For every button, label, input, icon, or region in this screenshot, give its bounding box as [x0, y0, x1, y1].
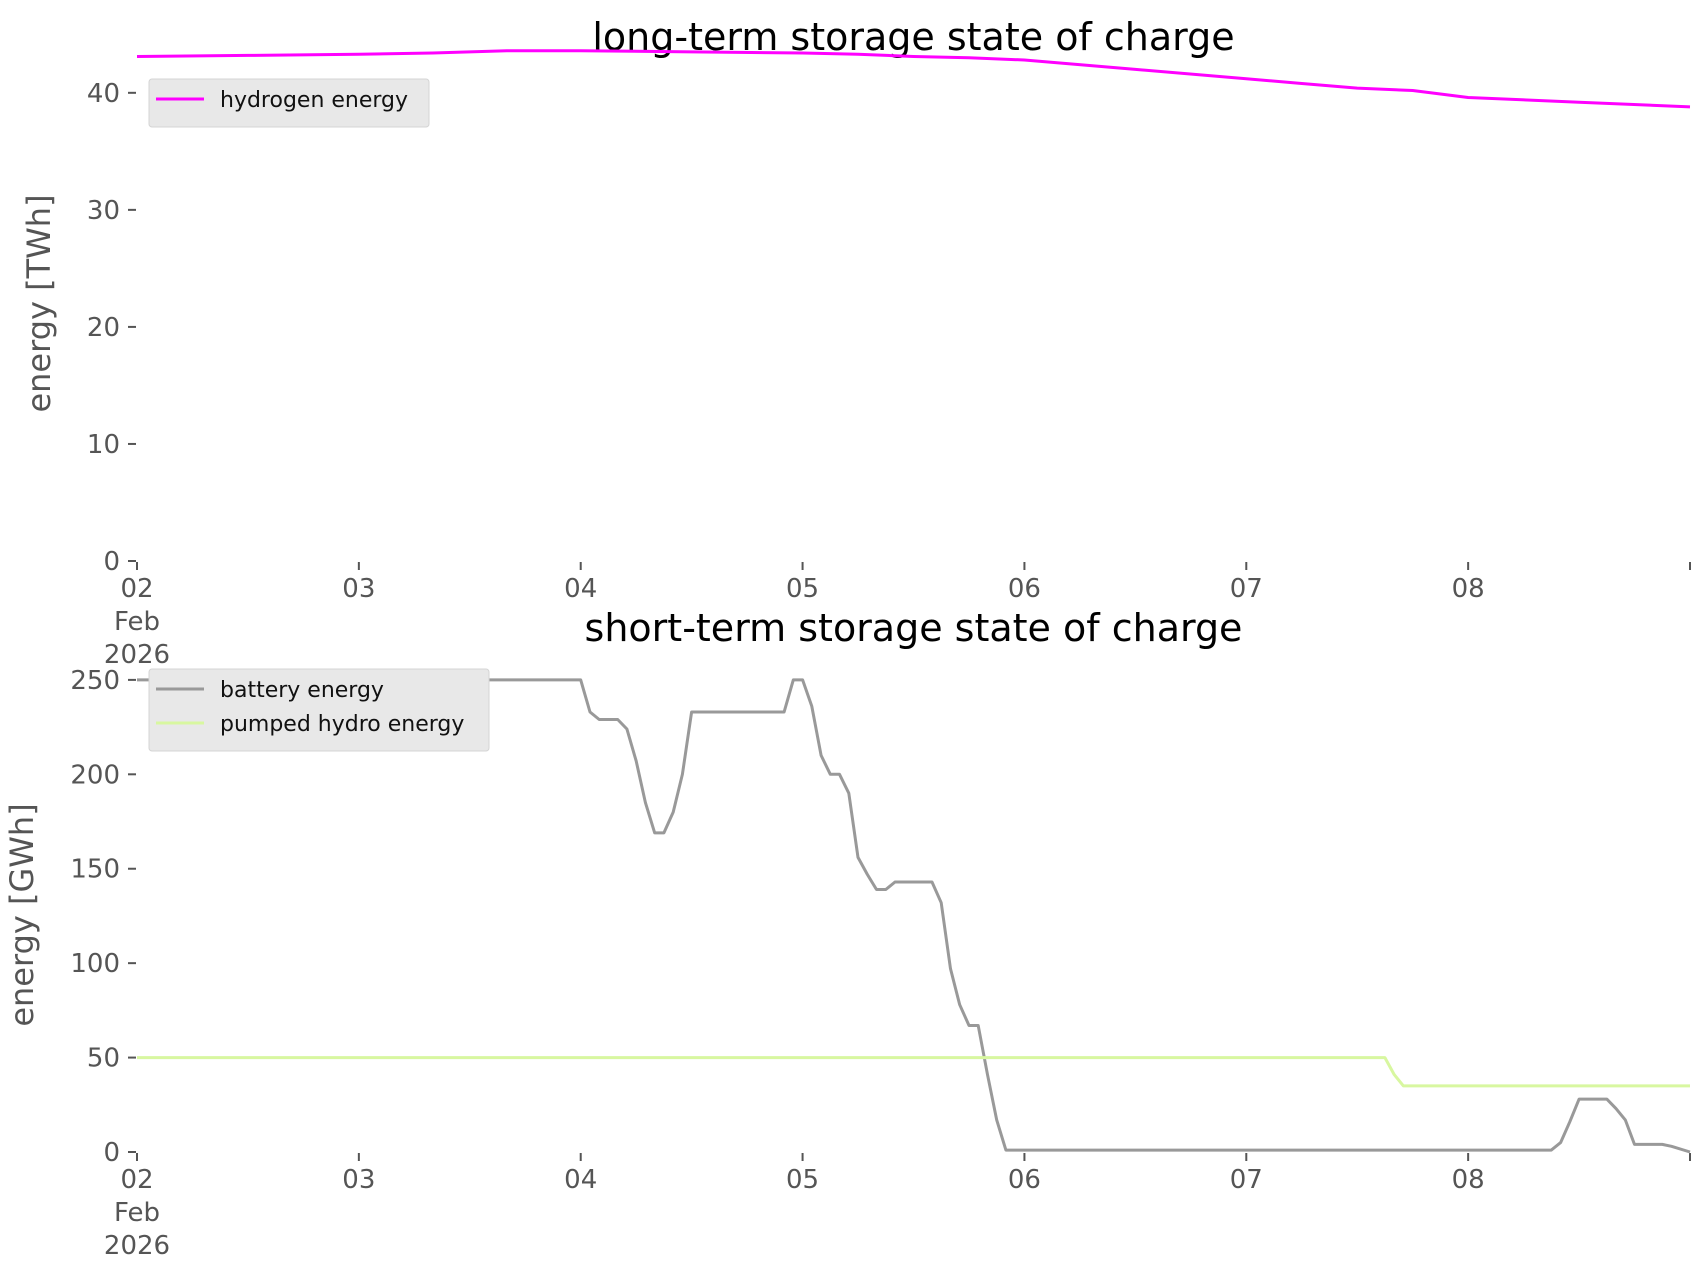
y-tick-label: 20 — [87, 313, 120, 343]
y-tick-label: 100 — [70, 949, 120, 979]
y-tick-label: 150 — [70, 855, 120, 885]
x-tick-label: 05 — [786, 574, 819, 604]
x-tick-label: 07 — [1230, 574, 1263, 604]
legend-label: hydrogen energy — [220, 88, 408, 113]
legend: battery energy pumped hydro energy — [148, 668, 490, 752]
x-tick-sublabel: Feb — [114, 607, 160, 637]
series-line-battery-energy — [137, 678, 1691, 1154]
x-tick-label: 04 — [564, 574, 597, 604]
y-tick-label: 50 — [87, 1044, 120, 1074]
x-tick-label: 07 — [1230, 1165, 1263, 1195]
y-axis-label-0: energy [TWh] — [20, 194, 58, 412]
legend-box — [148, 668, 490, 752]
legend-box — [148, 78, 430, 128]
x-tick-label: 08 — [1452, 1165, 1485, 1195]
y-tick-label: 10 — [87, 430, 120, 460]
y-tick-label: 0 — [103, 1138, 120, 1168]
legend-label: pumped hydro energy — [220, 712, 464, 737]
legend-label: battery energy — [220, 678, 384, 703]
x-tick-sublabel: Feb — [114, 1198, 160, 1228]
x-tick-sublabel: 2026 — [104, 640, 170, 670]
y-tick-label: 200 — [70, 760, 120, 790]
chart-panel-0: long-term storage state of chargeenergy … — [20, 15, 1691, 670]
x-tick-sublabel: 2026 — [104, 1231, 170, 1261]
y-tick-label: 0 — [103, 547, 120, 577]
legend: hydrogen energy — [148, 78, 430, 128]
x-tick-label: 06 — [1008, 574, 1041, 604]
x-tick-label: 02 — [120, 574, 153, 604]
chart-panel-1: short-term storage state of charge energy… — [3, 606, 1691, 1261]
x-tick-label: 04 — [564, 1165, 597, 1195]
x-tick-label: 05 — [786, 1165, 819, 1195]
x-tick-label: 03 — [342, 574, 375, 604]
series-line-hydrogen-energy — [136, 49, 1691, 109]
x-tick-label: 08 — [1452, 574, 1485, 604]
x-tick-label: 02 — [120, 1165, 153, 1195]
x-tick-label: 06 — [1008, 1165, 1041, 1195]
series-line-pumped-hydro-energy — [137, 1056, 1690, 1088]
y-tick-label: 250 — [70, 666, 120, 696]
x-tick-label: 03 — [342, 1165, 375, 1195]
y-tick-label: 40 — [87, 79, 120, 109]
y-tick-label: 30 — [87, 196, 120, 226]
chart-title-1: short-term storage state of charge — [585, 606, 1243, 650]
y-axis-label-1: energy [GWh] — [3, 803, 41, 1026]
